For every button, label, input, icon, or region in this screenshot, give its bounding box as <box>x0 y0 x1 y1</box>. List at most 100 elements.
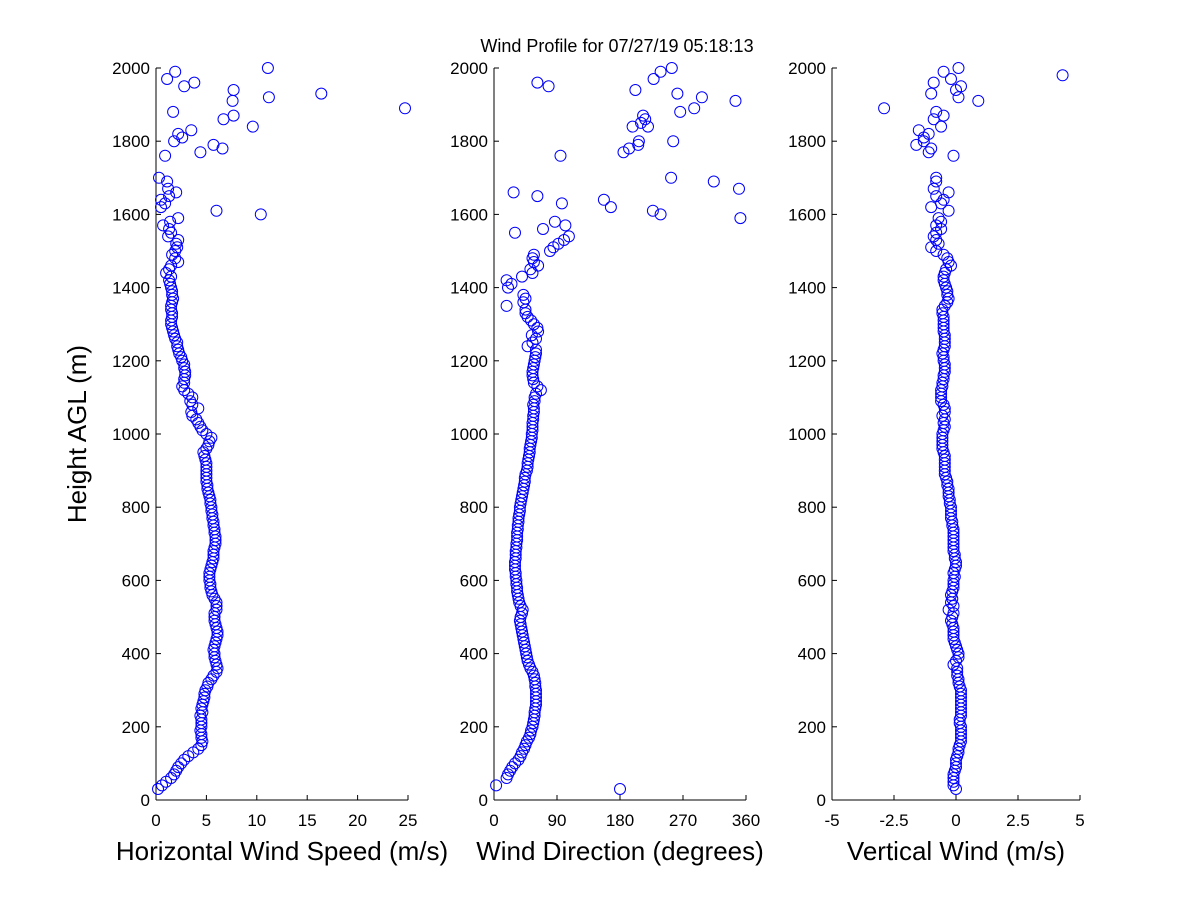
y-tick-label: 1800 <box>450 132 488 151</box>
x-axis-label: Vertical Wind (m/s) <box>847 836 1065 866</box>
y-tick-label: 0 <box>141 791 150 810</box>
x-tick-label: 0 <box>951 811 960 830</box>
data-point <box>936 307 949 320</box>
data-point <box>950 783 962 795</box>
data-point <box>226 94 239 107</box>
data-point <box>614 783 626 795</box>
data-point <box>155 201 167 214</box>
data-point <box>930 175 943 188</box>
data-point <box>167 325 180 338</box>
data-point <box>315 87 328 100</box>
data-point <box>500 299 513 312</box>
data-point <box>163 190 176 203</box>
data-point <box>172 761 185 774</box>
data-point <box>937 398 950 411</box>
data-point <box>169 332 182 345</box>
x-tick-label: 0 <box>151 811 160 830</box>
y-tick-label: 2000 <box>112 59 150 78</box>
data-point <box>208 640 221 653</box>
data-point <box>930 190 943 203</box>
data-point <box>972 94 985 107</box>
data-point <box>198 691 211 704</box>
y-tick-label: 1600 <box>450 205 488 224</box>
data-point <box>527 318 540 331</box>
data-point <box>647 73 660 85</box>
y-tick-label: 400 <box>122 645 150 664</box>
data-point <box>597 193 610 206</box>
data-point <box>604 201 617 214</box>
data-point <box>246 120 259 133</box>
data-point <box>927 76 940 89</box>
x-tick-label: -2.5 <box>879 811 908 830</box>
data-point <box>506 761 519 774</box>
data-point <box>734 212 747 225</box>
data-point <box>157 219 170 232</box>
data-point <box>936 409 949 422</box>
data-point <box>632 138 645 151</box>
data-point <box>941 252 954 265</box>
y-axis-label: Height AGL (m) <box>62 345 92 523</box>
data-point <box>554 149 567 162</box>
data-point <box>227 84 240 96</box>
data-point <box>516 746 528 759</box>
y-tick-label: 1800 <box>112 132 150 151</box>
x-tick-label: 25 <box>399 811 418 830</box>
data-point <box>203 490 216 503</box>
data-point <box>399 102 411 115</box>
y-tick-label: 1000 <box>112 425 150 444</box>
data-point <box>542 80 555 93</box>
y-tick-label: 200 <box>798 718 826 737</box>
data-point <box>530 347 542 360</box>
y-tick-label: 400 <box>798 645 826 664</box>
data-point <box>532 325 545 338</box>
data-point <box>544 245 556 257</box>
data-point <box>646 204 659 217</box>
data-point <box>166 321 179 334</box>
data-point <box>205 559 218 572</box>
data-point <box>217 113 230 126</box>
data-point <box>654 208 667 221</box>
data-point <box>509 226 521 239</box>
data-point <box>513 614 526 627</box>
data-point <box>196 698 209 711</box>
y-tick-label: 1400 <box>112 279 150 298</box>
data-point <box>161 175 174 188</box>
data-point <box>199 453 212 466</box>
x-tick-label: 20 <box>348 811 367 830</box>
data-point <box>562 230 575 243</box>
y-tick-label: 1400 <box>450 279 488 298</box>
data-point <box>490 779 503 792</box>
data-point <box>927 182 940 195</box>
data-point <box>178 753 191 766</box>
data-point <box>935 120 948 133</box>
data-point <box>200 428 213 440</box>
panel-vertical-wind: 0 200 400 600 800 1000 1200 1400 1600 1800 2000 -5 -… <box>788 59 1085 866</box>
data-point <box>548 215 561 228</box>
data-point <box>262 91 275 104</box>
data-point <box>637 109 650 122</box>
data-point <box>185 124 198 137</box>
data-point <box>524 728 537 741</box>
y-tick-label: 600 <box>460 571 488 590</box>
data-point <box>537 223 549 235</box>
data-point <box>170 186 183 199</box>
data-point <box>168 329 181 342</box>
y-tick-label: 2000 <box>450 59 488 78</box>
x-tick-label: 15 <box>298 811 317 830</box>
data-point <box>528 395 541 408</box>
data-point <box>192 402 205 415</box>
data-point <box>695 91 708 104</box>
data-point <box>950 757 962 770</box>
data-point <box>175 757 188 770</box>
data-point <box>529 676 542 689</box>
data-point <box>162 230 175 243</box>
data-point <box>162 182 175 195</box>
data-point <box>639 113 652 126</box>
data-point <box>935 215 948 228</box>
data-point <box>945 73 957 85</box>
data-point <box>531 190 544 203</box>
y-tick-label: 1600 <box>112 205 150 224</box>
data-point <box>936 431 949 444</box>
y-tick-label: 1200 <box>450 352 488 371</box>
y-tick-label: 0 <box>479 791 488 810</box>
